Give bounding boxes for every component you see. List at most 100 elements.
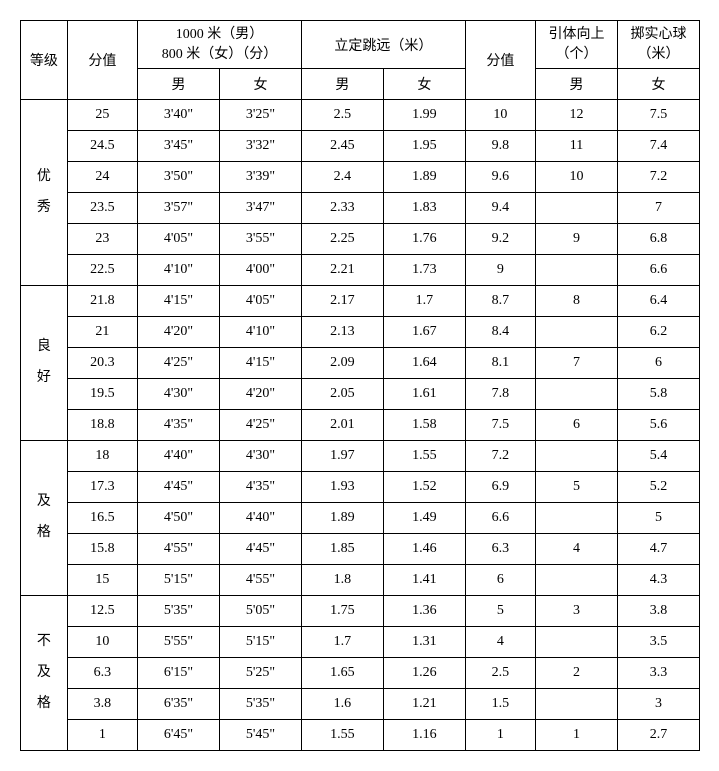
score2-cell: 9.2: [465, 224, 535, 255]
score1-cell: 19.5: [67, 379, 137, 410]
ball-cell: 7.5: [617, 100, 699, 131]
pullup-cell: 5: [536, 472, 618, 503]
run-female-cell: 3'25": [219, 100, 301, 131]
ball-cell: 5: [617, 503, 699, 534]
pullup-cell: 8: [536, 286, 618, 317]
score1-cell: 25: [67, 100, 137, 131]
score2-cell: 1: [465, 720, 535, 751]
run-male-cell: 3'50": [138, 162, 220, 193]
score2-cell: 9.8: [465, 131, 535, 162]
jump-male-cell: 2.4: [301, 162, 383, 193]
table-row: 23.53'57"3'47"2.331.839.47: [21, 193, 700, 224]
score1-cell: 12.5: [67, 596, 137, 627]
run-female-cell: 3'32": [219, 131, 301, 162]
score1-cell: 3.8: [67, 689, 137, 720]
run-male-cell: 6'35": [138, 689, 220, 720]
run-female-cell: 4'10": [219, 317, 301, 348]
run-female-cell: 4'45": [219, 534, 301, 565]
run-female-cell: 3'39": [219, 162, 301, 193]
pullup-cell: 7: [536, 348, 618, 379]
header-jump-male: 男: [301, 69, 383, 100]
run-male-cell: 3'45": [138, 131, 220, 162]
grade-cell: 良好: [21, 286, 68, 441]
jump-female-cell: 1.99: [383, 100, 465, 131]
run-female-cell: 4'25": [219, 410, 301, 441]
header-jump: 立定跳远（米）: [301, 21, 465, 69]
jump-female-cell: 1.61: [383, 379, 465, 410]
ball-cell: 7.2: [617, 162, 699, 193]
run-male-cell: 4'10": [138, 255, 220, 286]
run-female-cell: 5'35": [219, 689, 301, 720]
table-row: 15.84'55"4'45"1.851.466.344.7: [21, 534, 700, 565]
score2-cell: 9: [465, 255, 535, 286]
run-female-cell: 4'35": [219, 472, 301, 503]
ball-cell: 4.7: [617, 534, 699, 565]
run-male-cell: 4'45": [138, 472, 220, 503]
score2-cell: 8.1: [465, 348, 535, 379]
grade-cell: 不及格: [21, 596, 68, 751]
table-row: 3.86'35"5'35"1.61.211.53: [21, 689, 700, 720]
run-female-cell: 5'45": [219, 720, 301, 751]
header-grade: 等级: [21, 21, 68, 100]
score1-cell: 10: [67, 627, 137, 658]
table-row: 105'55"5'15"1.71.3143.5: [21, 627, 700, 658]
run-male-cell: 5'15": [138, 565, 220, 596]
jump-male-cell: 1.6: [301, 689, 383, 720]
run-male-cell: 5'55": [138, 627, 220, 658]
jump-female-cell: 1.83: [383, 193, 465, 224]
score1-cell: 15: [67, 565, 137, 596]
run-female-cell: 4'40": [219, 503, 301, 534]
jump-male-cell: 1.97: [301, 441, 383, 472]
header-pullup: 引体向上 （个）: [536, 21, 618, 69]
ball-cell: 5.4: [617, 441, 699, 472]
run-female-cell: 3'47": [219, 193, 301, 224]
score1-cell: 21.8: [67, 286, 137, 317]
score2-cell: 9.6: [465, 162, 535, 193]
score2-cell: 5: [465, 596, 535, 627]
ball-cell: 3: [617, 689, 699, 720]
table-row: 234'05"3'55"2.251.769.296.8: [21, 224, 700, 255]
pullup-cell: [536, 689, 618, 720]
run-female-cell: 4'55": [219, 565, 301, 596]
table-row: 17.34'45"4'35"1.931.526.955.2: [21, 472, 700, 503]
grade-cell: 及格: [21, 441, 68, 596]
table-row: 16'45"5'45"1.551.16112.7: [21, 720, 700, 751]
score2-cell: 7.5: [465, 410, 535, 441]
score2-cell: 1.5: [465, 689, 535, 720]
score2-cell: 6.9: [465, 472, 535, 503]
score2-cell: 6.3: [465, 534, 535, 565]
pullup-cell: [536, 193, 618, 224]
header-pullup-sub: 男: [536, 69, 618, 100]
score1-cell: 24.5: [67, 131, 137, 162]
run-female-cell: 5'15": [219, 627, 301, 658]
jump-male-cell: 2.05: [301, 379, 383, 410]
ball-cell: 6.8: [617, 224, 699, 255]
score2-cell: 10: [465, 100, 535, 131]
jump-female-cell: 1.31: [383, 627, 465, 658]
header-run-female: 女: [219, 69, 301, 100]
score2-cell: 2.5: [465, 658, 535, 689]
run-male-cell: 6'45": [138, 720, 220, 751]
score1-cell: 17.3: [67, 472, 137, 503]
run-male-cell: 6'15": [138, 658, 220, 689]
jump-male-cell: 1.93: [301, 472, 383, 503]
score2-cell: 4: [465, 627, 535, 658]
jump-male-cell: 1.8: [301, 565, 383, 596]
table-row: 16.54'50"4'40"1.891.496.65: [21, 503, 700, 534]
jump-female-cell: 1.36: [383, 596, 465, 627]
jump-male-cell: 2.21: [301, 255, 383, 286]
jump-female-cell: 1.46: [383, 534, 465, 565]
score1-cell: 6.3: [67, 658, 137, 689]
run-male-cell: 5'35": [138, 596, 220, 627]
run-male-cell: 4'15": [138, 286, 220, 317]
run-female-cell: 3'55": [219, 224, 301, 255]
ball-cell: 6: [617, 348, 699, 379]
pullup-cell: [536, 317, 618, 348]
jump-female-cell: 1.26: [383, 658, 465, 689]
score1-cell: 1: [67, 720, 137, 751]
run-male-cell: 4'40": [138, 441, 220, 472]
jump-male-cell: 2.33: [301, 193, 383, 224]
ball-cell: 5.2: [617, 472, 699, 503]
table-row: 243'50"3'39"2.41.899.6107.2: [21, 162, 700, 193]
run-male-cell: 3'40": [138, 100, 220, 131]
